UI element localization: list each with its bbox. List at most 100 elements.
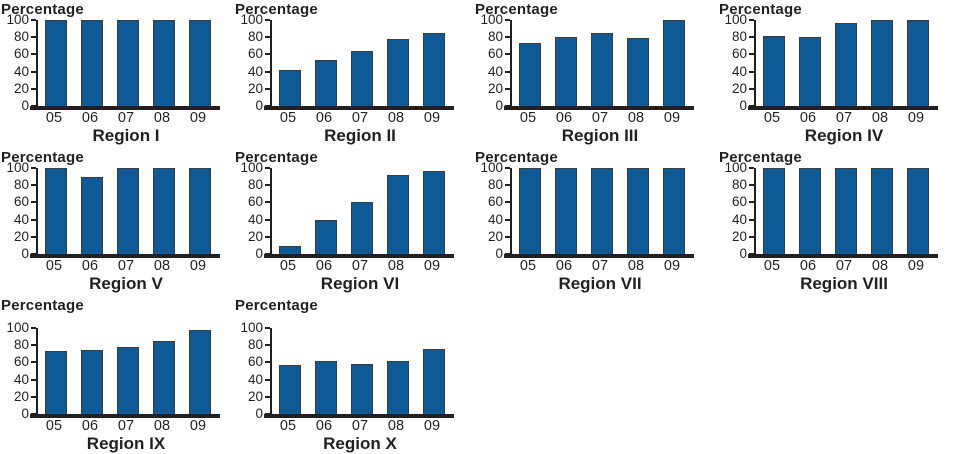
bar-slot bbox=[38, 20, 74, 106]
y-tick bbox=[505, 87, 510, 90]
y-axis-title: Percentage bbox=[719, 1, 802, 18]
y-tick-label: 80 bbox=[487, 177, 503, 193]
x-tick-label: 06 bbox=[315, 418, 333, 434]
x-tick-label: 07 bbox=[351, 110, 369, 126]
y-tick-label: 0 bbox=[739, 98, 747, 113]
y-tick-label: 0 bbox=[739, 246, 747, 261]
x-tick-label: 08 bbox=[387, 258, 405, 274]
x-tick-label: 09 bbox=[189, 110, 207, 126]
y-tick-label: 100 bbox=[724, 160, 747, 175]
bar-slot bbox=[344, 168, 380, 254]
bar bbox=[153, 20, 175, 106]
y-tick bbox=[505, 53, 510, 56]
bar-slot bbox=[900, 20, 936, 106]
bar bbox=[189, 329, 211, 414]
bar bbox=[519, 168, 541, 254]
bar bbox=[663, 20, 685, 106]
x-tick-label: 05 bbox=[763, 110, 781, 126]
y-axis-title: Percentage bbox=[475, 149, 558, 166]
x-tick-label: 07 bbox=[591, 110, 609, 126]
bar-slot bbox=[416, 328, 452, 414]
bar bbox=[351, 50, 373, 106]
y-tick-label: 40 bbox=[247, 63, 263, 79]
bar bbox=[871, 20, 893, 106]
bar bbox=[799, 37, 821, 106]
bar-slot bbox=[272, 168, 308, 254]
bar-slot bbox=[272, 328, 308, 414]
x-tick-label: 07 bbox=[591, 258, 609, 274]
y-tick bbox=[31, 218, 36, 221]
y-tick bbox=[265, 344, 270, 347]
y-tick bbox=[749, 253, 754, 255]
y-tick bbox=[749, 87, 754, 90]
y-tick bbox=[265, 413, 270, 415]
y-tick bbox=[31, 201, 36, 204]
x-tick-label: 05 bbox=[45, 110, 63, 126]
x-axis-line bbox=[264, 106, 454, 110]
y-tick bbox=[749, 167, 754, 169]
bar bbox=[907, 168, 929, 254]
bars-group bbox=[38, 20, 218, 106]
plot-area: 0 20 40 60 80 100 bbox=[480, 160, 694, 261]
x-tick-label: 05 bbox=[763, 258, 781, 274]
bar-slot bbox=[110, 20, 146, 106]
y-tick bbox=[505, 253, 510, 255]
x-tick-label: 06 bbox=[799, 258, 817, 274]
x-tick-label: 08 bbox=[387, 418, 405, 434]
y-tick bbox=[31, 395, 36, 398]
chart-title: Region I bbox=[92, 126, 160, 145]
y-tick-label: 80 bbox=[487, 29, 503, 45]
x-tick-labels: 05 06 07 08 09 bbox=[270, 110, 450, 126]
y-tick bbox=[31, 53, 36, 56]
x-tick-label: 05 bbox=[519, 110, 537, 126]
bar-slot bbox=[38, 168, 74, 254]
bar bbox=[81, 176, 103, 254]
x-tick-label: 07 bbox=[117, 258, 135, 274]
bar bbox=[799, 168, 821, 254]
y-tick bbox=[749, 235, 754, 238]
x-axis-line bbox=[264, 254, 454, 258]
x-axis-line bbox=[748, 254, 938, 258]
y-tick-label: 80 bbox=[13, 29, 29, 45]
y-tick bbox=[749, 19, 754, 21]
x-tick-label: 05 bbox=[45, 418, 63, 434]
chart-cell: Percentage 0 20 40 60 80 100 05 06 07 08 09 Regio… bbox=[234, 296, 474, 453]
y-tick-label: 0 bbox=[495, 246, 503, 261]
y-tick bbox=[749, 184, 754, 187]
chart-title: Region X bbox=[323, 434, 397, 453]
y-tick bbox=[505, 36, 510, 39]
x-tick-label: 05 bbox=[279, 110, 297, 126]
x-tick-label: 09 bbox=[907, 110, 925, 126]
bar bbox=[423, 32, 445, 106]
chart-cell: Percentage 0 20 40 60 80 100 05 06 07 08 09 Regio… bbox=[0, 148, 234, 296]
x-tick-labels: 05 06 07 08 09 bbox=[510, 110, 690, 126]
y-tick-label: 20 bbox=[731, 228, 747, 244]
bar bbox=[907, 20, 929, 106]
bar-slot bbox=[656, 20, 692, 106]
y-tick bbox=[265, 70, 270, 73]
y-tick bbox=[265, 105, 270, 107]
x-tick-label: 09 bbox=[423, 418, 441, 434]
x-tick-label: 08 bbox=[627, 110, 645, 126]
bar-slot bbox=[308, 20, 344, 106]
x-tick-label: 09 bbox=[663, 110, 681, 126]
x-axis-line bbox=[30, 106, 220, 110]
bar-slot bbox=[344, 20, 380, 106]
chart-title: Region VI bbox=[320, 274, 400, 293]
bar-slot bbox=[900, 168, 936, 254]
y-axis-title: Percentage bbox=[1, 297, 84, 314]
bar-slot bbox=[792, 20, 828, 106]
bar-slot bbox=[416, 168, 452, 254]
y-tick-label: 100 bbox=[724, 12, 747, 27]
y-tick-label: 60 bbox=[247, 46, 263, 62]
y-tick bbox=[265, 253, 270, 255]
x-tick-label: 05 bbox=[279, 418, 297, 434]
y-tick-label: 60 bbox=[487, 46, 503, 62]
y-tick-label: 60 bbox=[13, 354, 29, 370]
bar-slot bbox=[792, 168, 828, 254]
bar-slot bbox=[74, 328, 110, 414]
bar bbox=[315, 60, 337, 106]
y-tick bbox=[31, 361, 36, 364]
x-tick-label: 07 bbox=[835, 110, 853, 126]
y-tick bbox=[31, 36, 36, 39]
